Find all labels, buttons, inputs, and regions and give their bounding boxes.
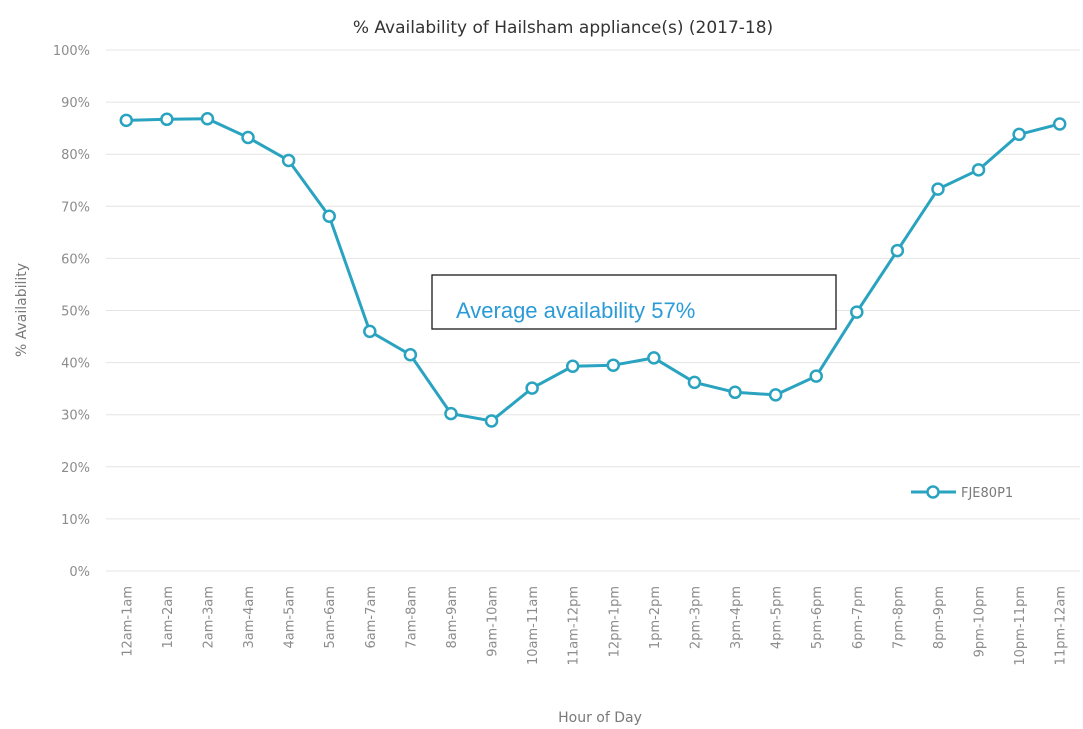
x-tick-label: 6pm-7pm [851,586,866,649]
x-tick-label: 1am-2am [161,586,176,649]
x-tick-label: 3pm-4pm [729,586,744,649]
data-point [931,182,945,196]
data-point [971,163,986,177]
data-point [444,406,458,421]
x-tick-label: 10am-11am [526,586,541,665]
y-tick-label: 60% [61,252,90,267]
data-point [200,112,215,126]
data-point [565,359,580,373]
data-point [606,358,621,372]
y-tick-label: 30% [61,409,90,424]
x-tick-label: 11am-12pm [567,586,582,665]
data-point [687,375,702,390]
data-point [363,324,377,339]
y-tick-label: 40% [61,357,90,372]
data-point [241,130,255,145]
data-point [768,388,783,402]
y-tick-label: 80% [61,148,90,163]
annotation-text: Average availability 57% [456,298,695,323]
x-tick-label: 7am-8am [404,586,419,649]
x-tick-label: 7pm-8pm [891,586,906,649]
series-fje80p1 [119,112,1067,428]
x-tick-label: 1pm-2pm [648,586,663,649]
x-tick-label: 9am-10am [486,586,501,657]
x-tick-label: 4am-5am [283,586,298,649]
data-point [322,209,336,223]
data-point [525,381,539,395]
x-tick-label: 10pm-11pm [1013,586,1028,666]
x-tick-label: 2pm-3pm [688,586,703,649]
x-tick-label: 6am-7am [364,586,379,649]
y-axis-ticks: 0% 10% 20% 30% 40% 50% 60% 70% 80% 90% 100% [53,44,90,580]
data-point [281,153,296,168]
data-point [850,305,864,319]
x-axis-ticks: 12am-1am 1am-2am 2am-3am 3am-4am 4am-5am 5am-… [120,586,1068,666]
chart-title: % Availability of Hailsham appliance(s) … [353,18,773,38]
y-tick-label: 50% [61,305,90,320]
x-tick-label: 2am-3am [201,586,216,649]
y-tick-label: 90% [61,96,90,111]
x-tick-label: 12pm-1pm [607,586,622,657]
y-tick-label: 10% [61,513,90,528]
data-point [890,243,905,258]
data-point [403,348,418,362]
data-point [1012,127,1026,142]
y-axis-title: % Availability [14,263,30,357]
x-tick-label: 9pm-10pm [973,586,988,657]
x-tick-label: 4pm-5pm [770,586,785,649]
data-point [119,113,134,128]
data-point [728,385,742,400]
legend: FJE80P1 [911,485,1013,501]
series-line [126,117,1061,423]
y-tick-label: 70% [61,200,90,215]
x-tick-label: 3am-4am [242,586,257,649]
x-tick-label: 8pm-9pm [932,586,947,649]
data-point [1052,117,1067,131]
x-axis-title: Hour of Day [558,710,642,726]
average-annotation: Average availability 57% [431,274,837,330]
x-tick-label: 12am-1am [120,586,135,657]
x-tick-label: 5pm-6pm [810,586,825,649]
data-point [647,351,661,365]
y-tick-label: 20% [61,461,90,476]
x-tick-label: 11pm-12am [1054,586,1069,665]
annotation-box [431,274,837,330]
y-tick-label: 0% [69,565,90,580]
x-tick-label: 5am-6am [323,586,338,649]
legend-marker [926,485,940,499]
data-point [809,369,823,383]
x-tick-label: 8am-9am [445,586,460,649]
data-point [484,414,499,428]
legend-label: FJE80P1 [961,486,1013,501]
y-tick-label: 100% [53,44,90,59]
data-point [160,112,174,127]
